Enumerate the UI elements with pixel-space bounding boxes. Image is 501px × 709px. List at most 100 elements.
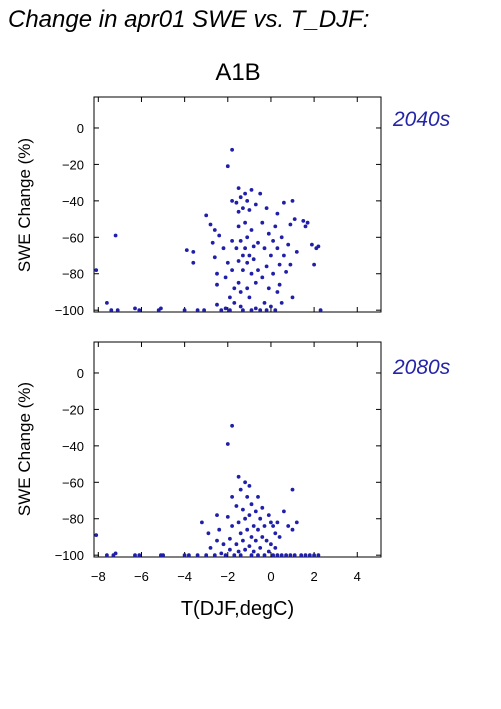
y-tick-label: −80 bbox=[62, 512, 84, 527]
data-point bbox=[318, 308, 323, 313]
data-point bbox=[215, 513, 219, 517]
data-point bbox=[256, 553, 260, 558]
data-point bbox=[221, 246, 226, 251]
data-point bbox=[113, 233, 118, 238]
data-point bbox=[238, 531, 243, 536]
y-tick-label: 0 bbox=[77, 366, 84, 381]
data-point bbox=[245, 495, 250, 499]
data-point bbox=[245, 286, 250, 291]
x-tick-label: 0 bbox=[267, 569, 274, 584]
data-point bbox=[275, 211, 280, 216]
data-point bbox=[225, 442, 230, 446]
data-point bbox=[200, 520, 204, 525]
data-point bbox=[208, 222, 213, 227]
data-point bbox=[137, 553, 142, 558]
data-point bbox=[133, 306, 137, 311]
data-point bbox=[232, 553, 237, 558]
data-point bbox=[238, 553, 243, 558]
data-point bbox=[288, 262, 293, 267]
data-point bbox=[260, 275, 265, 280]
data-point bbox=[236, 224, 241, 229]
data-point bbox=[223, 306, 228, 311]
data-point bbox=[264, 538, 269, 543]
data-point bbox=[253, 280, 258, 285]
data-point bbox=[269, 253, 273, 258]
data-point bbox=[260, 535, 265, 539]
data-point bbox=[299, 553, 304, 558]
data-point bbox=[251, 257, 256, 262]
data-point bbox=[212, 553, 217, 558]
data-point bbox=[271, 553, 275, 558]
data-point bbox=[258, 546, 263, 550]
data-point bbox=[245, 260, 250, 265]
data-point bbox=[279, 301, 284, 305]
y-tick-label: −80 bbox=[62, 267, 84, 282]
panel-2040s: 0 −20 −40 −60 −80 −100 SWE Change (%) 2040s bbox=[15, 96, 451, 318]
data-point bbox=[247, 484, 252, 488]
data-point bbox=[225, 260, 230, 265]
data-points bbox=[94, 423, 321, 558]
data-point bbox=[243, 516, 248, 521]
data-point bbox=[225, 515, 230, 519]
data-point bbox=[273, 546, 278, 550]
data-point bbox=[230, 524, 235, 528]
data-point bbox=[215, 282, 219, 287]
data-point bbox=[219, 308, 224, 313]
data-point bbox=[115, 308, 120, 313]
data-point bbox=[260, 220, 265, 225]
data-point bbox=[223, 553, 228, 558]
data-point bbox=[273, 224, 278, 229]
data-point bbox=[249, 188, 254, 192]
data-point bbox=[312, 553, 316, 558]
data-point bbox=[228, 547, 232, 552]
data-point bbox=[256, 240, 260, 245]
data-point bbox=[221, 542, 226, 547]
data-point bbox=[241, 206, 245, 211]
y-tick-label: −20 bbox=[62, 157, 84, 172]
data-point bbox=[184, 248, 189, 253]
data-point bbox=[264, 308, 269, 313]
data-point bbox=[286, 524, 291, 528]
data-point bbox=[238, 304, 243, 309]
data-point bbox=[241, 253, 245, 258]
data-point bbox=[279, 553, 284, 558]
data-point bbox=[290, 295, 295, 300]
y-tick-label: −100 bbox=[55, 548, 84, 563]
y-tick-label: −40 bbox=[62, 439, 84, 454]
data-point bbox=[238, 487, 243, 492]
data-point bbox=[282, 253, 286, 258]
data-point bbox=[230, 495, 235, 499]
data-point bbox=[249, 228, 254, 232]
y-tick-label: −20 bbox=[62, 402, 84, 417]
data-point bbox=[266, 231, 271, 236]
data-point bbox=[253, 509, 258, 514]
data-point bbox=[269, 542, 273, 547]
data-point bbox=[204, 553, 209, 558]
data-point bbox=[294, 520, 299, 525]
data-point bbox=[236, 549, 241, 554]
data-point bbox=[243, 191, 248, 196]
y-tick-label: −100 bbox=[55, 303, 84, 318]
data-points bbox=[94, 147, 323, 313]
data-point bbox=[225, 164, 230, 169]
data-point bbox=[277, 262, 282, 267]
data-point bbox=[249, 308, 254, 313]
data-point bbox=[232, 301, 237, 305]
data-point bbox=[303, 553, 308, 558]
data-point bbox=[241, 538, 245, 543]
data-point bbox=[275, 246, 280, 251]
data-point bbox=[273, 308, 278, 313]
data-point bbox=[232, 286, 237, 291]
data-point bbox=[247, 208, 252, 212]
data-point bbox=[245, 527, 250, 532]
data-point bbox=[275, 520, 280, 525]
data-point bbox=[215, 271, 219, 276]
data-point bbox=[262, 524, 267, 528]
data-point bbox=[230, 199, 235, 203]
data-point bbox=[241, 308, 245, 313]
data-point bbox=[243, 246, 248, 251]
data-point bbox=[241, 268, 245, 272]
data-point bbox=[228, 295, 232, 300]
data-point bbox=[251, 524, 256, 528]
